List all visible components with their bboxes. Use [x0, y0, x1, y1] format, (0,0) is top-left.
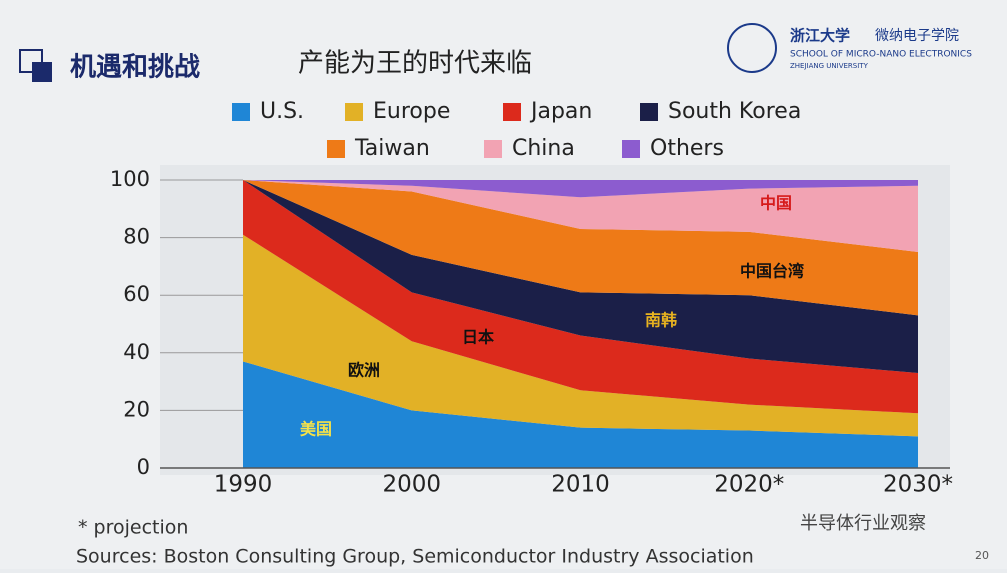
area: [243, 180, 918, 373]
university-en: ZHEJIANG UNIVERSITY: [790, 62, 869, 70]
legend-swatch: [503, 103, 521, 121]
watermark: 半导体行业观察: [800, 513, 926, 534]
x-tick-label: 2010: [551, 472, 610, 498]
y-tick-label: 80: [123, 225, 150, 249]
x-tick-label: 1990: [214, 472, 273, 498]
slide-title: 产能为王的时代来临: [298, 49, 532, 79]
legend-label: Europe: [373, 99, 450, 124]
x-tick-label: 2020*: [714, 472, 784, 498]
annotation: 美国: [300, 420, 332, 439]
annotation: 欧洲: [348, 361, 380, 380]
annotation: 南韩: [645, 311, 677, 330]
legend-label: South Korea: [668, 99, 801, 124]
legend-label: U.S.: [260, 99, 304, 124]
annotation: 中国台湾: [740, 262, 804, 281]
legend-swatch: [640, 103, 658, 121]
area: [243, 180, 918, 414]
chart: 0 20 40 60 80 100 1990 2000 2010 2020* 2030* U.S. Eu…: [110, 99, 953, 498]
school-cn: 微纳电子学院: [875, 28, 959, 44]
area: [243, 180, 918, 198]
legend-label: Others: [650, 136, 724, 161]
legend-swatch: [622, 140, 640, 158]
page-number: 20: [975, 549, 989, 562]
section-title: 机遇和挑战: [70, 53, 200, 83]
logo-seal: [727, 23, 777, 73]
y-tick-label: 0: [137, 455, 150, 479]
legend-label: Japan: [529, 99, 592, 124]
y-tick-label: 20: [123, 397, 150, 421]
x-tick-label: 2000: [382, 472, 441, 498]
area: [243, 234, 918, 437]
bullet-outline: [19, 49, 43, 73]
legend-label: China: [512, 136, 575, 161]
y-tick-label: 40: [123, 340, 150, 364]
bullet-fill: [32, 62, 52, 82]
area: [243, 180, 918, 316]
footnote: * projection: [78, 517, 188, 539]
annotation: 日本: [462, 328, 494, 347]
school-en: SCHOOL OF MICRO-NANO ELECTRONICS: [790, 50, 972, 60]
y-tick-label: 60: [123, 282, 150, 306]
x-tick-label: 2030*: [883, 472, 953, 498]
legend-swatch: [232, 103, 250, 121]
legend-label: Taiwan: [354, 136, 430, 161]
legend-swatch: [484, 140, 502, 158]
legend-swatch: [327, 140, 345, 158]
logo-cn: 浙江大学: [790, 27, 850, 45]
legend-swatch: [345, 103, 363, 121]
annotation: 中国: [760, 194, 792, 213]
area: [243, 180, 918, 252]
area: [243, 361, 918, 468]
sources: Sources: Boston Consulting Group, Semico…: [76, 546, 754, 568]
y-tick-label: 100: [110, 167, 150, 191]
